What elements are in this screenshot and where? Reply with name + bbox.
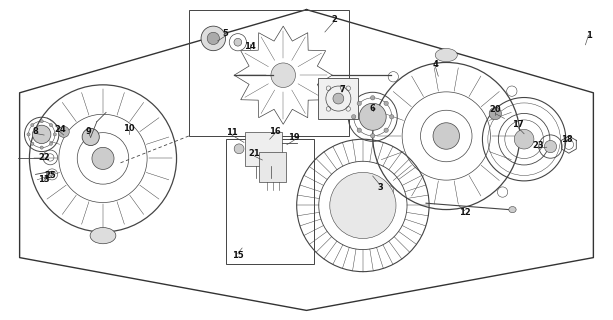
Ellipse shape	[27, 133, 30, 136]
Text: 8: 8	[32, 127, 39, 136]
Ellipse shape	[359, 103, 386, 130]
Text: 20: 20	[490, 105, 501, 114]
Text: 19: 19	[289, 133, 300, 142]
Ellipse shape	[357, 128, 362, 132]
Ellipse shape	[489, 108, 501, 120]
Text: 6: 6	[370, 104, 376, 113]
Ellipse shape	[53, 133, 56, 136]
Ellipse shape	[58, 126, 69, 137]
Text: 5: 5	[223, 29, 229, 38]
Text: 16: 16	[268, 127, 281, 136]
Text: 10: 10	[123, 124, 134, 132]
Text: 18: 18	[562, 135, 573, 144]
Text: 14: 14	[244, 42, 256, 51]
Ellipse shape	[435, 48, 457, 62]
Text: 7: 7	[339, 85, 345, 94]
Ellipse shape	[509, 206, 516, 213]
Ellipse shape	[271, 63, 295, 87]
Text: 1: 1	[585, 31, 592, 40]
Ellipse shape	[514, 129, 534, 149]
Text: 22: 22	[38, 153, 50, 162]
Ellipse shape	[50, 124, 53, 127]
Bar	[226, 139, 314, 264]
Text: 11: 11	[226, 128, 238, 137]
Ellipse shape	[333, 93, 344, 104]
Bar	[259, 152, 286, 182]
Ellipse shape	[50, 142, 53, 145]
Bar	[319, 78, 358, 119]
Text: 12: 12	[459, 208, 471, 217]
Ellipse shape	[389, 115, 394, 119]
Ellipse shape	[40, 146, 44, 149]
Ellipse shape	[31, 124, 34, 127]
Ellipse shape	[357, 101, 362, 106]
Text: 13: 13	[39, 175, 50, 184]
Ellipse shape	[330, 172, 396, 238]
Ellipse shape	[201, 26, 226, 51]
Ellipse shape	[433, 123, 460, 149]
Ellipse shape	[384, 101, 389, 106]
Ellipse shape	[370, 133, 375, 138]
Ellipse shape	[384, 128, 389, 132]
Text: 17: 17	[512, 120, 524, 129]
Text: 25: 25	[44, 171, 56, 180]
Ellipse shape	[32, 125, 51, 144]
Text: 15: 15	[232, 252, 244, 260]
Text: 4: 4	[432, 60, 438, 68]
Ellipse shape	[234, 144, 244, 154]
Ellipse shape	[370, 96, 375, 100]
Text: 2: 2	[331, 15, 337, 24]
Text: 3: 3	[377, 183, 383, 192]
Ellipse shape	[31, 142, 34, 145]
Text: 9: 9	[86, 127, 92, 136]
Text: 24: 24	[54, 125, 66, 134]
Ellipse shape	[82, 128, 99, 146]
Ellipse shape	[234, 38, 242, 46]
Text: 21: 21	[248, 149, 261, 158]
Bar	[189, 10, 349, 136]
Text: 23: 23	[533, 141, 544, 150]
Ellipse shape	[40, 120, 44, 123]
Ellipse shape	[90, 228, 116, 244]
Bar	[245, 132, 282, 166]
Ellipse shape	[351, 115, 356, 119]
Ellipse shape	[544, 140, 557, 153]
Ellipse shape	[207, 32, 219, 44]
Ellipse shape	[92, 148, 114, 169]
